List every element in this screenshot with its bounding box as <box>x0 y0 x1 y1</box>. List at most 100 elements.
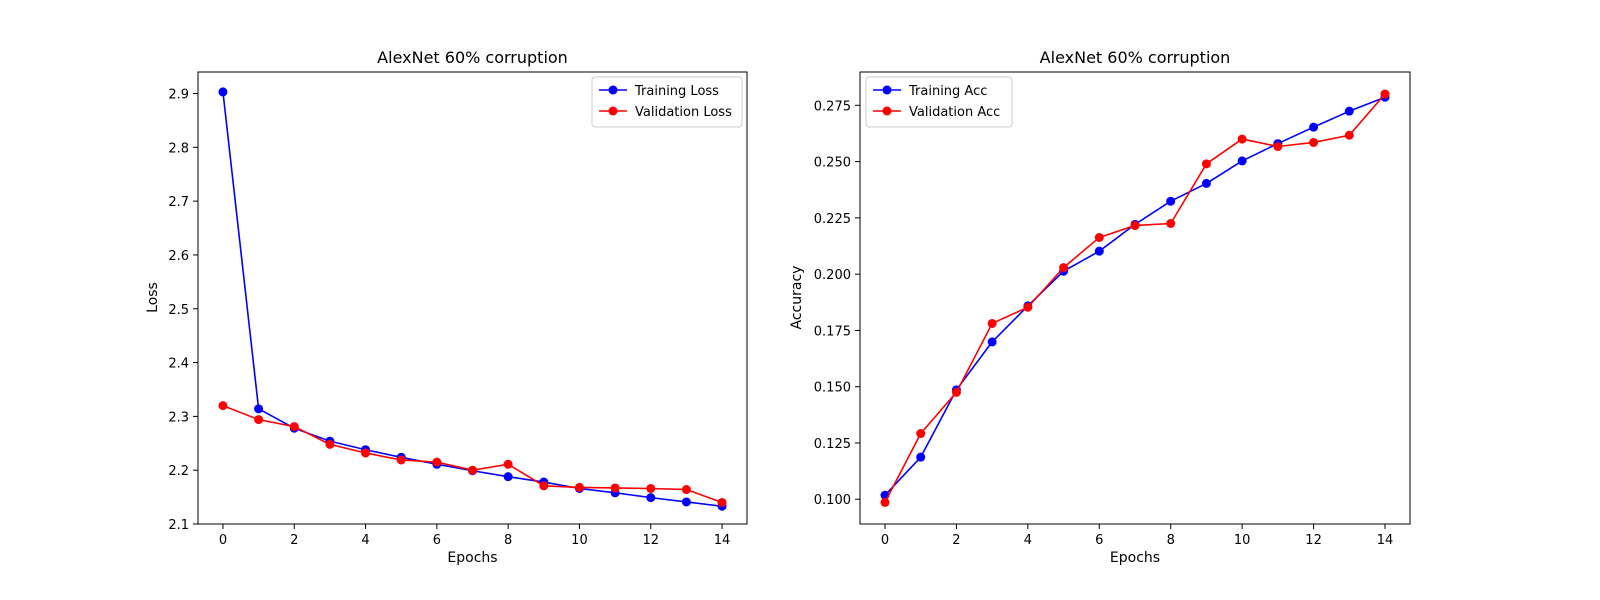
data-point-training-loss <box>646 493 656 503</box>
data-point-validation-loss <box>468 465 477 475</box>
data-point-validation-loss <box>432 457 442 467</box>
data-point-validation-loss <box>325 439 335 449</box>
data-point-training-loss <box>503 472 513 482</box>
data-point-validation-loss <box>289 422 299 432</box>
data-point-validation-loss <box>610 483 620 493</box>
data-point-validation-acc <box>1380 89 1390 99</box>
loss-legend-marker-validation <box>608 106 618 116</box>
loss-xtick-label: 6 <box>433 533 441 548</box>
loss-ytick-label: 2.9 <box>168 88 189 103</box>
loss-ytick-label: 2.5 <box>168 303 189 318</box>
loss-chart-title: AlexNet 60% corruption <box>377 48 568 67</box>
data-point-validation-acc <box>1344 130 1354 140</box>
accuracy-xtick-label: 8 <box>1167 533 1175 548</box>
data-point-training-acc <box>1201 178 1211 188</box>
data-point-validation-acc <box>1237 134 1247 144</box>
loss-ytick-label: 2.8 <box>168 141 189 156</box>
accuracy-ytick-label: 0.275 <box>814 99 851 114</box>
accuracy-ytick-label: 0.125 <box>814 437 851 452</box>
accuracy-xtick-label: 0 <box>881 533 889 548</box>
data-point-validation-acc <box>1023 302 1033 312</box>
accuracy-chart-frame <box>859 71 1411 525</box>
loss-chart-ticks: 0 2 4 6 8 10 12 14 2.1 2.2 2.3 2.4 2.5 2.6 2.7 2.8 2.9 <box>168 88 730 548</box>
data-point-validation-loss <box>646 483 656 493</box>
data-point-validation-acc <box>1130 221 1140 231</box>
accuracy-ytick-label: 0.225 <box>814 212 851 227</box>
accuracy-chart: AlexNet 60% corruption Epochs Accuracy 0… <box>789 48 1411 566</box>
data-point-validation-acc <box>951 387 961 397</box>
data-point-validation-loss <box>396 455 406 465</box>
data-point-validation-loss <box>254 415 264 425</box>
data-point-training-acc <box>1344 106 1354 116</box>
data-point-training-acc <box>1166 196 1176 206</box>
accuracy-xtick-label: 10 <box>1234 533 1251 548</box>
loss-ytick-label: 2.1 <box>168 518 189 533</box>
loss-ytick-label: 2.7 <box>168 195 189 210</box>
data-point-training-acc <box>1094 246 1104 256</box>
accuracy-ytick-label: 0.150 <box>814 381 851 396</box>
loss-chart-xlabel: Epochs <box>447 550 497 566</box>
loss-xtick-label: 14 <box>714 533 731 548</box>
accuracy-chart-ticks: 0 2 4 6 8 10 12 14 0.100 0.125 0.150 0.175 0.200 0.22… <box>814 99 1393 548</box>
loss-chart-series <box>218 87 727 511</box>
data-point-validation-acc <box>1273 142 1283 152</box>
accuracy-legend-marker-training <box>882 85 892 95</box>
accuracy-ytick-label: 0.175 <box>814 324 851 339</box>
loss-chart-frame <box>197 71 748 525</box>
data-point-validation-loss <box>218 401 228 411</box>
data-point-validation-loss <box>539 481 549 491</box>
data-point-training-acc <box>987 337 997 347</box>
loss-ytick-label: 2.4 <box>168 357 189 372</box>
loss-xtick-label: 8 <box>504 533 512 548</box>
accuracy-xtick-label: 4 <box>1024 533 1032 548</box>
accuracy-chart-series <box>880 89 1390 507</box>
accuracy-ytick-label: 0.250 <box>814 156 851 171</box>
loss-chart: AlexNet 60% corruption Epochs Loss 0 2 4 6 8… <box>145 48 748 566</box>
data-point-validation-acc <box>916 429 926 439</box>
accuracy-ytick-label: 0.200 <box>814 268 851 283</box>
accuracy-chart-ylabel: Accuracy <box>789 266 805 330</box>
accuracy-legend-label-validation: Validation Acc <box>909 105 1000 120</box>
loss-xtick-label: 2 <box>290 533 298 548</box>
data-point-training-acc <box>1237 156 1247 166</box>
accuracy-xtick-label: 12 <box>1305 533 1322 548</box>
accuracy-ytick-label: 0.100 <box>814 493 851 508</box>
data-point-validation-acc <box>987 318 997 328</box>
data-point-training-acc <box>916 452 926 462</box>
accuracy-chart-xlabel: Epochs <box>1110 550 1160 566</box>
loss-legend: Training Loss Validation Loss <box>591 76 743 128</box>
data-point-validation-loss <box>717 497 727 507</box>
data-point-validation-loss <box>503 459 513 469</box>
data-point-validation-loss <box>361 448 371 458</box>
loss-ytick-label: 2.3 <box>168 410 189 425</box>
loss-xtick-label: 10 <box>571 533 588 548</box>
accuracy-legend: Training Acc Validation Acc <box>865 76 1013 128</box>
accuracy-xtick-label: 14 <box>1377 533 1394 548</box>
accuracy-legend-label-training: Training Acc <box>908 84 987 99</box>
loss-xtick-label: 0 <box>219 533 227 548</box>
data-point-training-loss <box>218 87 228 97</box>
loss-xtick-label: 4 <box>361 533 369 548</box>
accuracy-xtick-label: 6 <box>1095 533 1103 548</box>
loss-legend-label-validation: Validation Loss <box>635 105 732 120</box>
data-point-validation-acc <box>1309 137 1319 147</box>
loss-xtick-label: 12 <box>642 533 659 548</box>
data-point-validation-acc <box>1094 232 1104 242</box>
data-point-training-loss <box>681 497 691 507</box>
data-point-validation-acc <box>880 497 890 507</box>
loss-chart-ylabel: Loss <box>145 282 161 313</box>
data-point-training-loss <box>254 404 264 414</box>
data-point-validation-acc <box>1166 218 1176 228</box>
loss-legend-box <box>591 76 743 128</box>
accuracy-legend-marker-validation <box>882 106 892 116</box>
data-point-validation-acc <box>1201 159 1211 169</box>
loss-ytick-label: 2.6 <box>168 249 189 264</box>
loss-legend-label-training: Training Loss <box>634 84 719 99</box>
data-point-validation-loss <box>574 482 584 492</box>
loss-legend-marker-training <box>608 85 618 95</box>
accuracy-legend-box <box>865 76 1013 128</box>
accuracy-chart-title: AlexNet 60% corruption <box>1040 48 1231 67</box>
data-point-training-acc <box>1309 122 1319 132</box>
